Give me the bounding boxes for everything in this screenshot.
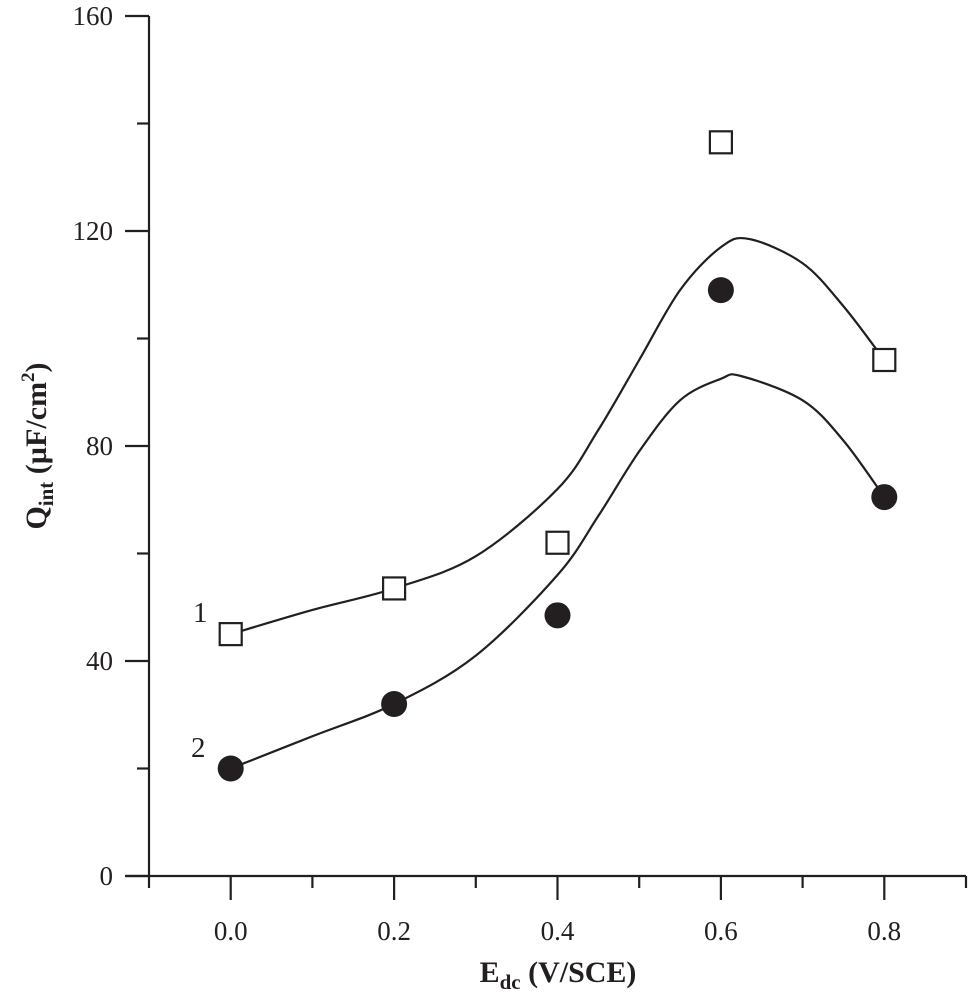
series-2-point: [217, 755, 244, 782]
y-axis-title-close: ): [20, 362, 53, 372]
x-tick-label: 0.0: [214, 916, 248, 946]
x-tick-label: 0.4: [541, 916, 575, 946]
series-2-point: [544, 602, 571, 629]
y-axis-title-unit: (µF/cm: [20, 382, 53, 482]
axes: [126, 16, 966, 878]
series-1-point: [872, 347, 897, 373]
y-tick-label: 0: [100, 861, 114, 891]
y-axis-title: Qint (µF/cm2): [18, 362, 58, 529]
y-tick-label: 80: [86, 431, 113, 461]
x-tick-label: 0.2: [377, 916, 411, 946]
y-axis-title-subscript: int: [34, 482, 58, 507]
data-markers: [217, 130, 898, 782]
x-ticks: 0.0 0.2 0.4 0.6 0.8: [147, 876, 968, 946]
series-1-point: [545, 530, 570, 555]
x-axis-title: Edc (V/SCE): [480, 956, 637, 994]
series-1-label: 1: [193, 597, 208, 629]
y-tick-label: 40: [86, 646, 113, 676]
x-axis-title-subscript: dc: [500, 970, 521, 994]
x-tick-label: 0.8: [867, 916, 901, 946]
y-axis-title-main: Q: [20, 506, 53, 529]
y-tick-label: 120: [73, 216, 114, 246]
x-axis-title-main: E: [480, 956, 500, 989]
series-2-point: [871, 484, 898, 511]
series-1-point: [382, 576, 407, 601]
y-axis-title-superscript: 2: [18, 372, 39, 382]
fit-curve-series-2: [230, 373, 886, 770]
series-2-point: [707, 277, 734, 304]
y-ticks: 0 40 80 120 160: [73, 1, 149, 891]
y-tick-label: 160: [73, 1, 114, 31]
fit-curves: [230, 236, 886, 770]
series-2-label: 2: [191, 732, 206, 764]
series-1-point: [218, 622, 243, 647]
series-2-point: [381, 691, 408, 717]
x-tick-label: 0.6: [704, 916, 738, 946]
series-1-point: [708, 130, 734, 155]
x-axis-title-unit: (V/SCE): [521, 956, 637, 989]
